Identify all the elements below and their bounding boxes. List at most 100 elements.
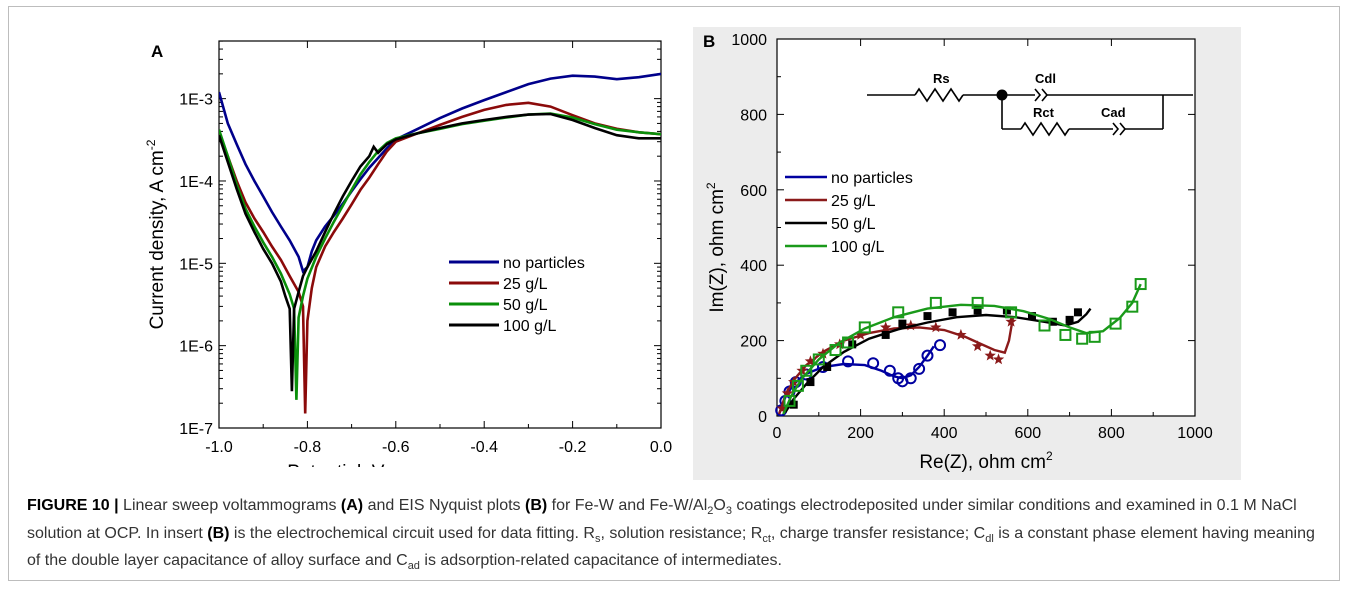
caption-part: ct: [762, 532, 771, 545]
data-point-b-3: [929, 296, 942, 309]
caption-part: 3: [725, 505, 732, 518]
caption-part: is adsorption-related capacitance of int…: [419, 552, 782, 570]
y-tick-label-a: 1E-3: [179, 92, 213, 109]
caption-part: ad: [407, 560, 420, 573]
data-point-b-1: [984, 349, 996, 361]
legend-label-b-3: 100 g/L: [831, 239, 884, 256]
data-point-b-2: [1027, 312, 1036, 321]
data-point-b-2: [1065, 315, 1074, 324]
data-point-b-1: [971, 340, 984, 352]
x-axis-label-sup-b: 2: [1046, 449, 1053, 463]
data-point-b-3: [1076, 332, 1089, 345]
data-point-b-1: [992, 353, 1005, 365]
panel-a: A -1.0 -0.8 -0.6 -0.4 -0.2 0.0 1E-7 1E-6 1E-5 1E-4…: [129, 27, 689, 467]
legend-label-a-0: no particles: [503, 255, 585, 272]
x-tick-label-a: -0.4: [470, 439, 498, 456]
data-point-b-2: [948, 308, 957, 317]
x-tick-label-a: -1.0: [205, 439, 233, 456]
data-point-b-3: [971, 296, 984, 309]
x-axis-label-main-b: Re(Z), ohm cm: [919, 452, 1046, 473]
y-axis-label-main-b: Im(Z), ohm cm: [707, 189, 728, 313]
resistor-rct: [1020, 121, 1070, 137]
y-tick-label-a: 1E-6: [179, 339, 213, 356]
x-tick-label-a: -0.6: [382, 439, 410, 456]
caption-part: , charge transfer resistance; C: [770, 524, 986, 542]
x-tick-label-a: -0.2: [559, 439, 587, 456]
data-point-b-1: [776, 402, 788, 414]
resistor-rs: [914, 87, 964, 103]
data-point-b-2: [1073, 308, 1082, 317]
panel-label-b: B: [703, 32, 715, 51]
x-axis-label-a: Potential, VAg/AgCl/Cl⁻(3M): [287, 462, 472, 467]
series-line-a-3: [219, 112, 661, 392]
panel-label-a: A: [151, 42, 163, 61]
data-point-b-3: [1088, 330, 1101, 343]
chart-b: B 0 200 400 600 800 1000 0 200 400 600 800 1000 Rs Cdl…: [703, 32, 1213, 473]
caption-part: coatings electrodeposited under similar …: [27, 497, 1297, 542]
caption-part: and EIS Nyquist plots: [363, 497, 525, 514]
circuit-label-rct: Rct: [1033, 105, 1055, 120]
data-point-b-2: [1048, 317, 1057, 326]
x-axis-label-b: Re(Z), ohm cm2: [919, 449, 1053, 473]
caption-part: Linear sweep voltammograms: [118, 497, 341, 514]
caption-part: dl: [985, 532, 994, 545]
figure-caption: FIGURE 10 | Linear sweep voltammograms (…: [27, 495, 1327, 578]
data-point-b-3: [842, 336, 855, 349]
data-point-b-1: [1005, 315, 1017, 327]
circuit-label-rs: Rs: [933, 71, 950, 86]
data-point-b-2: [923, 312, 932, 321]
caption-part: O: [713, 497, 726, 514]
y-tick-label-b: 0: [758, 409, 767, 426]
caption-part: 2: [707, 505, 714, 518]
circuit-inset: Rs Cdl Rct Cad: [854, 61, 1193, 146]
y-tick-label-b: 600: [740, 183, 767, 200]
fit-line-b-3: [782, 283, 1142, 415]
caption-part: for Fe-W and Fe-W/Al: [547, 497, 708, 514]
x-tick-label-b: 0: [773, 425, 782, 442]
y-axis-label-main-a: Current density, A cm: [147, 150, 168, 329]
y-tick-label-a: 1E-4: [179, 174, 213, 191]
data-point-b-0: [934, 339, 947, 352]
y-axis-label-a: Current density, A cm-2: [144, 139, 168, 329]
y-tick-label-b: 400: [740, 258, 767, 275]
y-axis-label-b: Im(Z), ohm cm2: [704, 182, 728, 313]
data-point-b-3: [1126, 300, 1139, 313]
y-axis-label-sup-b: 2: [704, 182, 718, 189]
figure-frame: A -1.0 -0.8 -0.6 -0.4 -0.2 0.0 1E-7 1E-6 1E-5 1E-4…: [8, 6, 1340, 581]
data-point-b-2: [823, 362, 832, 371]
caption-part: (B): [207, 524, 230, 542]
data-point-b-0: [842, 355, 855, 368]
y-tick-label-b: 200: [740, 334, 767, 351]
y-tick-label-b: 1000: [731, 32, 767, 49]
circuit-label-cad: Cad: [1101, 105, 1126, 120]
x-tick-label-b: 200: [847, 425, 874, 442]
data-point-b-3: [812, 353, 825, 366]
chart-a: A -1.0 -0.8 -0.6 -0.4 -0.2 0.0 1E-7 1E-6 1E-5 1E-4…: [144, 40, 672, 467]
series-line-a-1: [219, 101, 661, 414]
data-point-b-2: [806, 378, 815, 387]
data-point-b-0: [867, 357, 880, 370]
data-point-b-3: [800, 364, 813, 377]
data-point-b-2: [898, 319, 907, 328]
legend-label-a-1: 25 g/L: [503, 276, 548, 293]
legend-label-b-2: 50 g/L: [831, 216, 876, 233]
data-point-b-2: [973, 306, 982, 315]
series-line-a-2: [219, 112, 661, 400]
data-point-b-3: [1109, 317, 1122, 330]
series-line-a-0: [219, 72, 661, 274]
caption-part: is a constant phase element having meani…: [27, 524, 1315, 570]
data-point-b-0: [921, 349, 934, 362]
panel-b: B 0 200 400 600 800 1000 0 200 400 600 800 1000 Rs Cdl…: [693, 27, 1241, 480]
circuit-label-cdl: Cdl: [1035, 71, 1056, 86]
data-point-b-0: [883, 364, 896, 377]
data-point-b-1: [817, 347, 829, 359]
x-tick-label-b: 1000: [1177, 425, 1213, 442]
caption-part: , solution resistance; R: [600, 524, 763, 542]
x-tick-label-a: 0.0: [650, 439, 672, 456]
data-point-b-3: [1059, 328, 1072, 341]
data-point-b-1: [804, 355, 817, 367]
legend-label-a-2: 50 g/L: [503, 297, 548, 314]
caption-label: FIGURE 10 |: [27, 497, 119, 514]
data-point-b-3: [829, 344, 842, 357]
data-point-b-3: [783, 394, 796, 407]
